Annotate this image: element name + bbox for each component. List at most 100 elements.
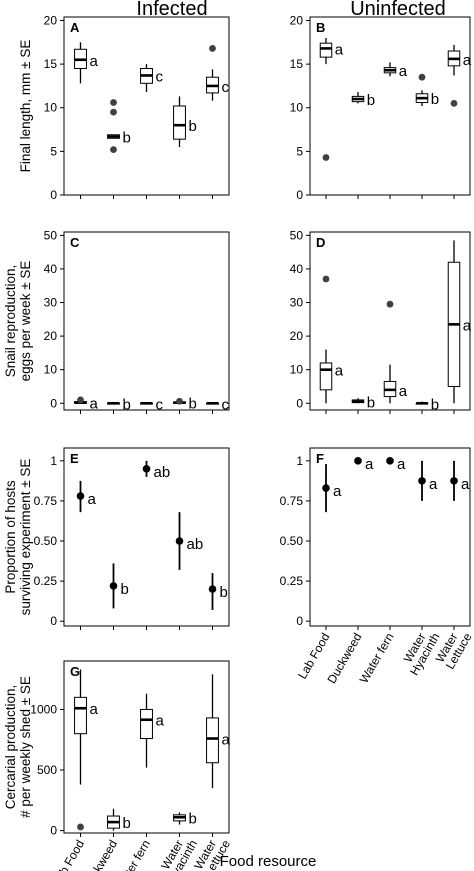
y-tick-label: 20	[44, 329, 58, 343]
significance-letter: b	[122, 396, 130, 413]
panel-a: A 0 5 10 15 20 a b c b c	[44, 13, 230, 202]
outlier-point	[176, 397, 183, 405]
y-tick-label: 5	[296, 144, 303, 158]
significance-letter: a	[335, 363, 344, 380]
row-3-y-axis-title-line-1: Proportion of hosts	[3, 480, 18, 594]
y-tick-label: 40	[44, 262, 58, 276]
row-2-y-axis-title-line-1: Snail reproduction,	[3, 265, 18, 378]
column-title-uninfected: Uninfected	[350, 0, 446, 20]
box-body	[140, 708, 153, 740]
panel-g-label: G	[70, 664, 80, 679]
significance-letter: b	[431, 91, 439, 108]
point-f-3: a	[386, 456, 406, 473]
y-tick-label: 0.25	[280, 574, 304, 588]
y-tick-label: 0.25	[34, 574, 58, 588]
row-labels: Final length, mm ± SE Snail reproduction,…	[3, 40, 33, 818]
y-tick-label: 0	[50, 188, 57, 202]
panel-c: C 0 10 20 30 40 50 a b c b c	[44, 228, 230, 414]
data-point	[386, 457, 394, 465]
outlier-point	[209, 45, 216, 52]
y-tick-label: 1	[296, 454, 303, 468]
y-tick-label: 10	[290, 363, 304, 377]
box-d-3: a	[383, 300, 408, 404]
y-tick-label: 10	[290, 101, 304, 115]
y-tick-label: 0	[296, 614, 303, 628]
y-tick-label: 0	[296, 188, 303, 202]
x-axis-title: Food resource	[220, 853, 317, 870]
significance-letter: a	[335, 41, 344, 58]
y-tick-label: 0	[50, 396, 57, 410]
panel-c-frame	[63, 231, 230, 411]
panel-d: D 0 10 20 30 40 50 a b a b a	[290, 228, 472, 414]
panel-f-label: F	[316, 451, 324, 466]
panels: A05101520abcbcB05101520ababaC01020304050…	[30, 13, 471, 837]
significance-letter: a	[399, 63, 408, 80]
box-d-2: b	[351, 395, 375, 412]
box-c-4: b	[173, 396, 197, 413]
x-tick-label-g-3-1: Water fern	[113, 838, 153, 871]
outlier-point	[418, 73, 426, 81]
outlier-point	[386, 300, 394, 308]
point-e-4: ab	[175, 512, 204, 570]
box-g-2: b	[107, 808, 131, 832]
significance-letter: ab	[154, 464, 171, 481]
y-tick-label: 1	[50, 454, 57, 468]
outlier-point	[110, 108, 117, 116]
point-e-3: ab	[142, 460, 171, 481]
box-body	[74, 696, 87, 735]
outlier-point	[77, 396, 84, 404]
significance-letter: a	[89, 396, 98, 413]
significance-letter: b	[367, 395, 375, 412]
box-d-4: b	[415, 396, 439, 413]
y-tick-label: 0	[50, 614, 57, 628]
significance-letter: a	[155, 713, 164, 730]
point-e-1: a	[76, 480, 97, 513]
box-body	[206, 717, 219, 764]
box-b-5: a	[447, 44, 472, 107]
y-tick-label: 0	[296, 396, 303, 410]
significance-letter: b	[188, 396, 196, 413]
y-tick-label: 20	[44, 13, 58, 27]
row-4-y-axis-title-line-1: Cercarial production,	[3, 685, 18, 810]
box-a-5: c	[206, 45, 229, 101]
significance-letter: b	[188, 118, 196, 135]
box-b-2: b	[351, 92, 375, 109]
significance-letter: b	[122, 815, 130, 832]
x-tick-label-g-2-1: Duckweed	[80, 838, 120, 871]
data-point	[418, 477, 426, 485]
row-2-y-axis-title-line-2: eggs per week ± SE	[18, 261, 33, 382]
outlier-point	[450, 99, 458, 107]
box-d-5: a	[447, 240, 472, 404]
point-e-2: b	[109, 563, 129, 609]
data-point	[109, 582, 118, 590]
row-1-y-axis-title-line-1: Final length, mm ± SE	[18, 40, 33, 173]
x-tick-label-g-1-1: Lab Food	[50, 838, 87, 871]
outlier-point	[110, 146, 117, 154]
significance-letter: b	[367, 92, 375, 109]
box-g-1: a	[74, 669, 98, 831]
column-title-infected: Infected	[136, 0, 207, 20]
outlier-point	[110, 99, 117, 106]
panel-a-label: A	[70, 20, 80, 35]
outlier-point	[77, 823, 84, 831]
box-a-3: c	[140, 64, 163, 93]
significance-letter: a	[89, 53, 98, 70]
panel-d-label: D	[316, 235, 325, 250]
panel-f-frame	[309, 447, 471, 627]
box-g-3: a	[140, 693, 164, 768]
significance-letter: b	[431, 396, 439, 413]
data-point	[142, 465, 151, 473]
y-tick-label: 0.50	[280, 534, 304, 548]
y-tick-label: 20	[290, 13, 304, 27]
box-body	[173, 105, 186, 140]
significance-letter: b	[188, 810, 196, 827]
y-tick-label: 0.50	[34, 534, 58, 548]
panel-e-label: E	[70, 451, 79, 466]
y-tick-label: 10	[44, 363, 58, 377]
row-3-y-axis-title-line-2: surviving experiment ± SE	[18, 459, 33, 616]
significance-letter: a	[463, 317, 472, 334]
data-point	[354, 457, 362, 465]
significance-letter: ab	[187, 536, 204, 553]
